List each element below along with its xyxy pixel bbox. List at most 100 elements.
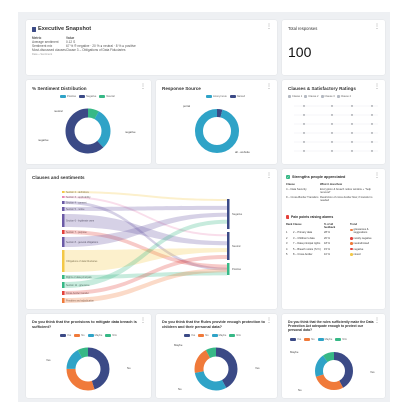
rating-dot [371, 141, 373, 143]
rating-dot [303, 150, 305, 152]
response-source-title: Response Source [162, 86, 201, 91]
donut-slice [194, 347, 238, 391]
pain-col: Trend [350, 223, 358, 226]
trend-label: grievances & suggestions [353, 228, 369, 235]
sankey-link [64, 268, 227, 303]
trend-label: negative [353, 247, 364, 251]
executive-snapshot-card: Executive Snapshot ⋮ Metric Value Averag… [26, 20, 277, 75]
total-responses-card: Total responses ⋮ 100 [282, 20, 385, 75]
strengths-menu-button[interactable]: ⋮ [374, 173, 380, 179]
pain-cell: 20 % [324, 236, 330, 240]
total-menu-button[interactable]: ⋮ [374, 24, 380, 30]
sentiment-distribution-card: % Sentiment Distribution ⋮ Positive Nega… [26, 80, 151, 164]
pain-col: Clause [293, 223, 302, 226]
legend-label: N/A [236, 334, 241, 337]
rating-dot [331, 105, 333, 107]
donut-label: negative [38, 138, 49, 142]
question-2-card: Do you think that the Rules provide enou… [156, 314, 277, 398]
donut-label: Yes [370, 370, 375, 374]
sankey-node-left [62, 191, 65, 193]
legend-item: Yes [60, 334, 71, 337]
sankey-link [64, 214, 227, 246]
rating-dot [303, 105, 305, 107]
legend-item: Yes [290, 338, 301, 341]
sankey-link [64, 191, 227, 201]
legend-item: N/A [105, 334, 117, 337]
sankey-node-left [62, 230, 65, 234]
sankey-node-left [62, 237, 65, 247]
pain-cell: 8 – Cross-border [293, 252, 313, 256]
legend-label: No [81, 334, 85, 337]
sankey-node-left [62, 282, 65, 288]
donut-label: Yes [255, 366, 260, 370]
sentiment-menu-button[interactable]: ⋮ [140, 84, 146, 90]
donut-label: Yes [46, 358, 51, 362]
q2-donut [194, 347, 238, 391]
donut-slice [65, 108, 111, 154]
pain-cell: 4 [286, 247, 288, 251]
pain-col: % of all feedback [324, 223, 336, 229]
sankey-left-label: Section 2 - definitions [66, 191, 90, 194]
q2-title: Do you think that the Rules provide enou… [162, 320, 265, 329]
sankey-title: Clauses and sentiments [32, 175, 85, 180]
sankey-link [64, 255, 227, 295]
question-1-card: Do you think that the provisions to miti… [26, 314, 151, 398]
clauses-ratings-title: Clauses & Satisfactory Ratings [288, 86, 356, 91]
strength-desc: Encryption & breach notice window + "hel… [320, 188, 371, 194]
ratings-dot-plot [294, 105, 378, 152]
legend-item: Maybe [317, 338, 332, 341]
q2-menu-button[interactable]: ⋮ [266, 318, 272, 324]
rating-dot [351, 132, 353, 134]
snapshot-title: Executive Snapshot [38, 26, 92, 32]
snapshot-value: 0.12 S [66, 40, 76, 44]
donut-slice [194, 347, 238, 391]
strength-desc: Restriction of cross-border flow; if tra… [320, 196, 373, 202]
check-icon: ✓ [286, 175, 290, 179]
ratings-menu-button[interactable]: ⋮ [374, 84, 380, 90]
trend-dot-icon [350, 228, 353, 232]
pain-row: 3 7 – Data principal rights 18 % [286, 242, 346, 245]
rating-dot [351, 105, 353, 107]
q3-legend: Yes No Maybe N/A [290, 338, 347, 341]
sankey-left-label: Section 6 - legitimate uses [66, 220, 95, 223]
source-menu-button[interactable]: ⋮ [266, 84, 272, 90]
trend-dot-icon [350, 253, 353, 256]
sankey-menu-button[interactable]: ⋮ [266, 173, 272, 179]
q1-title: Do you think that the provisions to miti… [32, 320, 137, 329]
q1-menu-button[interactable]: ⋮ [140, 318, 146, 324]
legend-item: No [198, 334, 209, 337]
sankey-link [64, 196, 227, 237]
trend-item: mixed [350, 253, 383, 256]
strengths-title: Strengths people appreciated [292, 175, 346, 179]
strengths-col2: What it does/how [320, 183, 343, 186]
rating-dot [303, 141, 305, 143]
q3-menu-button[interactable]: ⋮ [374, 318, 380, 324]
sankey-link [64, 219, 227, 288]
rating-dot [351, 123, 353, 125]
pain-cell: 28 % [324, 231, 330, 235]
snapshot-metric: Average sentiment [32, 40, 59, 44]
dashboard-canvas: Executive Snapshot ⋮ Metric Value Averag… [18, 12, 390, 402]
legend-item: Maybe [211, 334, 226, 337]
pain-row: 5 8 – Cross-border 10 % [286, 253, 346, 256]
snapshot-menu-button[interactable]: ⋮ [266, 24, 272, 30]
donut-label: Maybe [174, 343, 183, 347]
pain-cell: 15 % [324, 247, 330, 251]
trend-dot-icon [350, 247, 353, 251]
snapshot-footnote: Data + Sentiment [32, 53, 53, 56]
trend-item: mostly negative [350, 237, 383, 240]
donut-slice [315, 352, 353, 390]
donut-slice [315, 352, 353, 390]
legend-label: Clause 2 [308, 95, 319, 98]
pain-cell: 5 – Breach notice (72 h) [293, 247, 321, 251]
sankey-node-left [62, 275, 65, 279]
donut-slice [66, 347, 110, 391]
source-legend: Anonymous Named [206, 95, 245, 98]
sankey-left-label: Penalties and adjudication [66, 300, 95, 303]
pain-cell: 3 – Children's data [293, 236, 315, 240]
trend-dot-icon [350, 242, 353, 245]
sankey-left-label: Section 5 - notice [66, 208, 85, 211]
pain-cell: 2 – Primary data [293, 231, 313, 235]
donut-slice [65, 108, 111, 154]
sankey-left-label: Section 11 - grievance [66, 284, 90, 287]
